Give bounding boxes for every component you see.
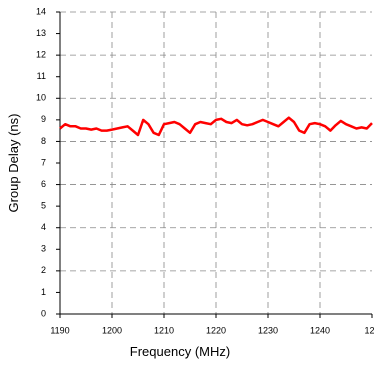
y-tick-label: 3 — [41, 244, 46, 254]
x-tick-label: 1190 — [50, 325, 69, 335]
y-tick-label: 4 — [41, 222, 46, 232]
y-tick-label: 6 — [41, 179, 46, 189]
x-tick-label: 1230 — [258, 325, 278, 335]
x-tick-label: 1200 — [102, 325, 122, 335]
x-tick-label: 1240 — [310, 325, 330, 335]
y-tick-label: 7 — [41, 157, 46, 167]
line-series — [59, 116, 373, 137]
y-tick-label: 14 — [36, 6, 46, 16]
y-axis-label: Group Delay (ns) — [6, 114, 21, 213]
y-tick-label: 5 — [41, 201, 46, 211]
y-tick-label: 0 — [41, 308, 46, 318]
y-tick-label: 10 — [36, 93, 46, 103]
y-tick-label: 13 — [36, 28, 46, 38]
y-tick-label: 12 — [36, 50, 46, 60]
y-tick-label: 8 — [41, 136, 46, 146]
x-axis-label: Frequency (MHz) — [130, 344, 230, 359]
x-tick-label: 1220 — [206, 325, 226, 335]
x-tick-label: 125 — [364, 325, 374, 335]
y-tick-label: 11 — [37, 71, 46, 81]
x-tick-label: 1210 — [154, 325, 174, 335]
y-tick-label: 9 — [41, 114, 46, 124]
y-tick-label: 1 — [41, 287, 46, 297]
y-tick-label: 2 — [41, 265, 46, 275]
